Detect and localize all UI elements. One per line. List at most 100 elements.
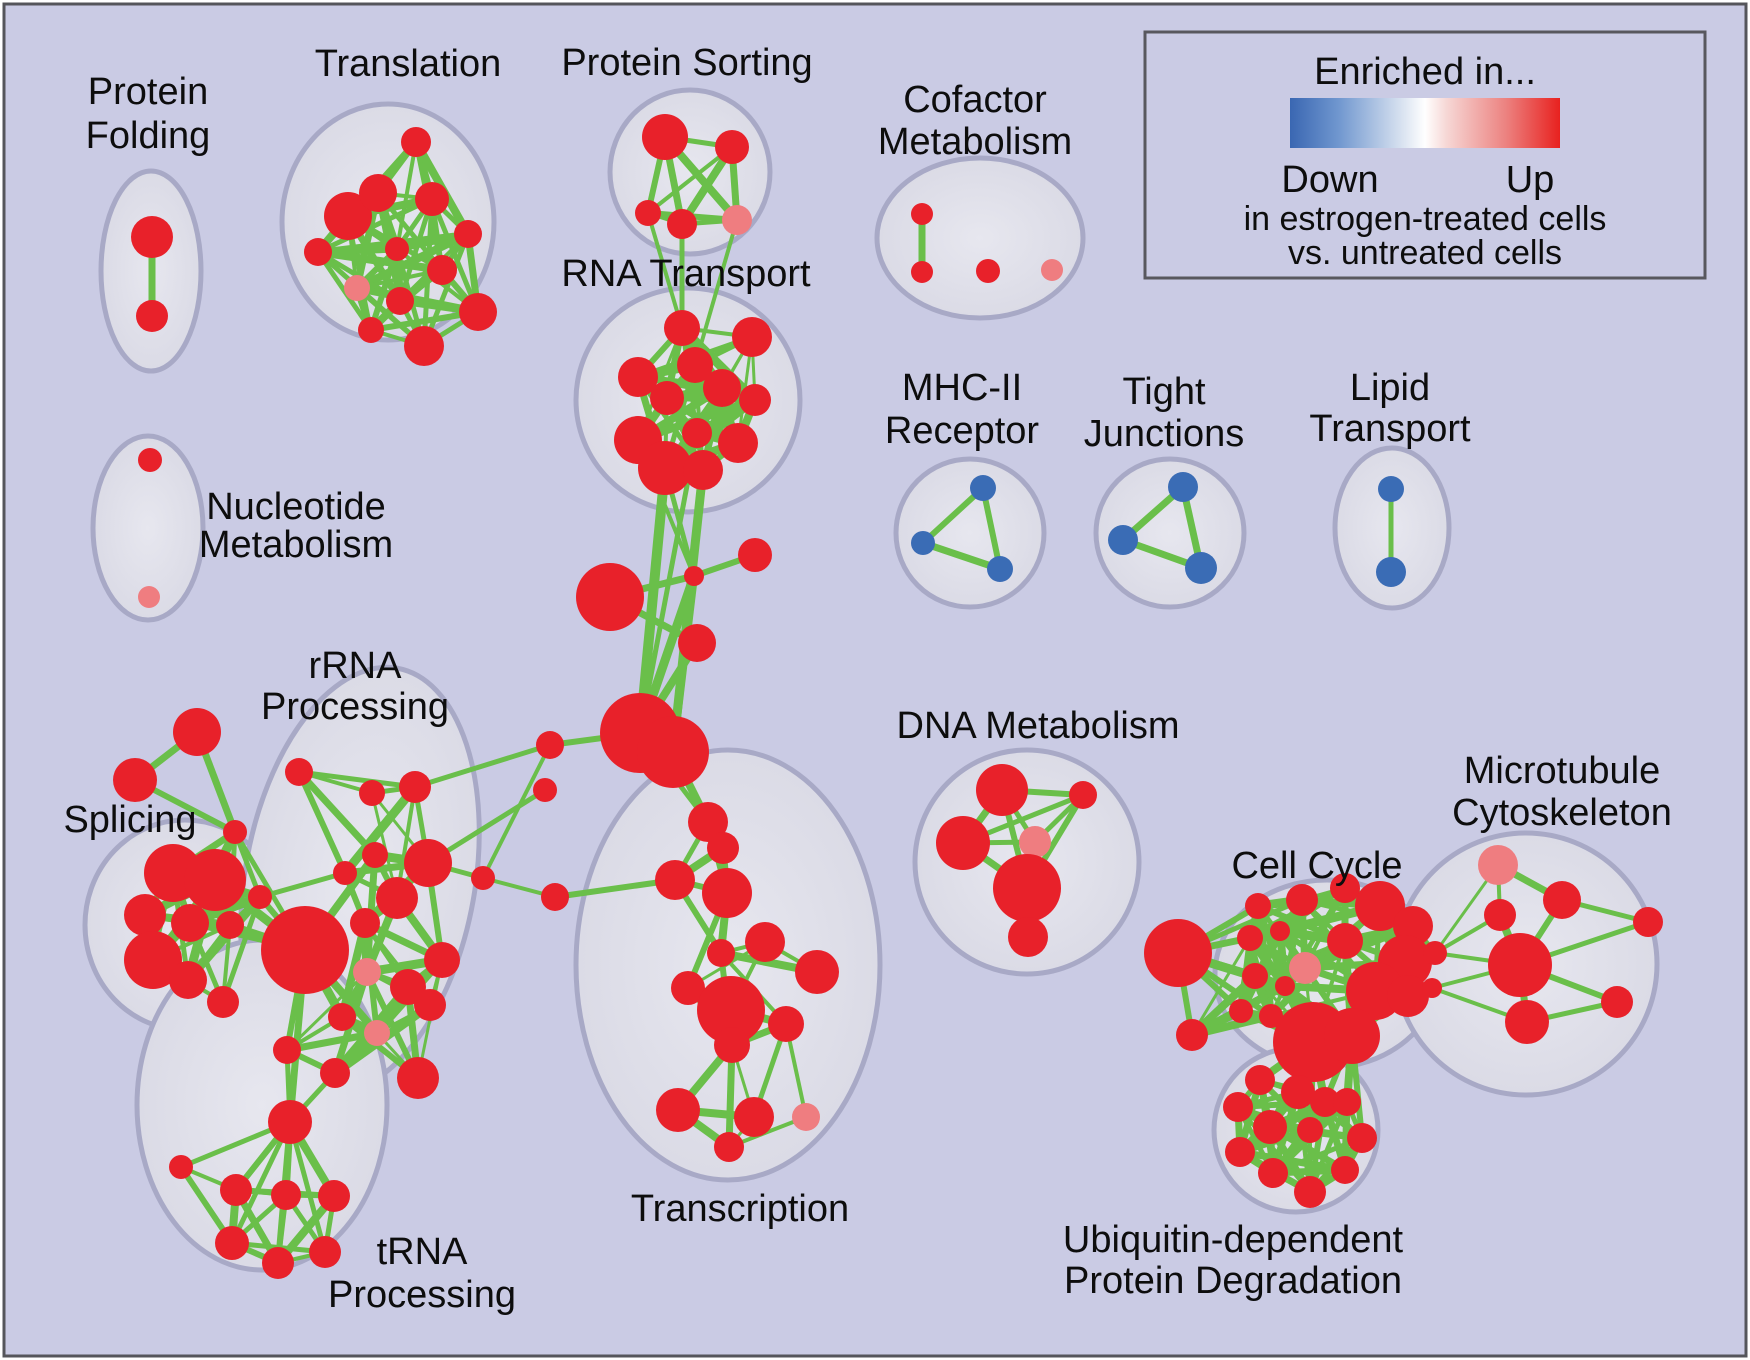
gene-set-node — [795, 950, 839, 994]
cluster-label-pf: Folding — [86, 115, 211, 157]
network-edge — [1239, 1148, 1346, 1174]
gene-set-node — [911, 531, 935, 555]
gene-set-node — [714, 1132, 744, 1162]
gene-set-node — [684, 566, 704, 586]
gene-set-node — [1286, 884, 1318, 916]
legend-gradient-bar — [1290, 98, 1560, 148]
gene-set-node — [328, 1003, 356, 1031]
gene-set-node — [1008, 917, 1048, 957]
gene-set-node — [1108, 525, 1138, 555]
legend-caption-line2: vs. untreated cells — [1288, 234, 1562, 272]
gene-set-node — [1478, 845, 1518, 885]
network-nodes — [113, 114, 1663, 1279]
legend-box — [1143, 30, 1707, 280]
gene-set-node — [401, 127, 431, 157]
gene-set-node — [1387, 975, 1429, 1017]
gene-set-node — [138, 448, 162, 472]
gene-set-node — [1310, 1087, 1340, 1117]
legend-label-down: Down — [1281, 159, 1378, 201]
network-edge — [920, 485, 986, 546]
gene-set-node — [385, 237, 409, 261]
gene-set-node — [207, 986, 239, 1018]
gene-set-node — [536, 731, 564, 759]
gene-set-node — [678, 624, 716, 662]
network-edge — [693, 219, 739, 366]
network-edge — [316, 250, 426, 348]
gene-set-node — [1422, 978, 1442, 998]
cluster-label-t: Translation — [315, 43, 502, 85]
cluster-label-sp: Splicing — [63, 799, 196, 841]
gene-set-node — [1019, 826, 1051, 858]
gene-set-node — [344, 275, 370, 301]
network-edge — [421, 233, 471, 347]
gene-set-node — [987, 556, 1013, 582]
gene-set-node — [1229, 999, 1253, 1023]
gene-set-node — [131, 216, 173, 258]
gene-set-node — [688, 802, 728, 842]
network-edge — [287, 1121, 328, 1253]
gene-set-node — [1423, 941, 1447, 965]
gene-set-node — [745, 922, 785, 962]
gene-set-node — [1225, 1137, 1255, 1167]
gene-set-node — [993, 854, 1061, 922]
network-edge — [414, 742, 551, 790]
legend-caption-line1: in estrogen-treated cells — [1244, 200, 1607, 238]
gene-set-node — [1144, 919, 1212, 987]
gene-set-node — [220, 1174, 252, 1206]
gene-set-node — [169, 961, 207, 999]
gene-set-node — [376, 877, 418, 919]
cluster-label-lt: Transport — [1309, 408, 1471, 450]
gene-set-node — [1601, 986, 1633, 1018]
cluster-label-tx: Transcription — [631, 1188, 849, 1230]
gene-set-node — [697, 976, 765, 1044]
gene-set-node — [976, 764, 1028, 816]
cluster-label-rt: RNA Transport — [561, 253, 811, 295]
gene-set-node — [718, 423, 758, 463]
gene-set-node — [970, 475, 996, 501]
gene-set-node — [273, 1036, 301, 1064]
network-edge — [635, 467, 670, 734]
gene-set-node — [739, 384, 771, 416]
gene-set-node — [353, 958, 381, 986]
cluster-label-ub: Protein Degradation — [1064, 1260, 1402, 1302]
gene-set-node — [1237, 925, 1263, 951]
gene-set-node — [1242, 963, 1268, 989]
network-edge — [668, 469, 708, 753]
gene-set-node — [1041, 259, 1063, 281]
network-edge — [1190, 937, 1252, 1036]
cluster-label-cf: Cofactor — [903, 79, 1047, 121]
gene-set-node — [936, 816, 990, 870]
gene-set-node — [1275, 976, 1295, 996]
gene-set-node — [459, 293, 497, 331]
gene-set-node — [124, 931, 182, 989]
gene-set-node — [215, 1226, 249, 1260]
gene-set-node — [656, 1088, 700, 1132]
gene-set-node — [404, 839, 452, 887]
gene-set-node — [362, 842, 388, 868]
gene-set-node — [734, 1097, 774, 1137]
gene-set-node — [304, 238, 332, 266]
network-edge — [317, 248, 443, 274]
network-edge — [286, 1029, 378, 1054]
gene-set-node — [184, 849, 246, 911]
gene-set-node — [424, 942, 460, 978]
gene-set-node — [677, 347, 713, 383]
gene-set-node — [318, 1180, 350, 1212]
gene-set-node — [262, 1247, 294, 1279]
cluster-label-tr: Processing — [328, 1274, 516, 1316]
gene-set-node — [1245, 1065, 1275, 1095]
gene-set-node — [404, 326, 444, 366]
network-edge — [296, 769, 378, 858]
gene-set-node — [171, 904, 209, 942]
gene-set-node — [324, 192, 372, 240]
gene-set-node — [173, 708, 221, 756]
gene-set-node — [671, 971, 705, 1005]
gene-set-node — [1258, 1158, 1288, 1188]
gene-set-node — [642, 114, 688, 160]
gene-set-node — [1270, 921, 1290, 941]
gene-set-node — [738, 538, 772, 572]
cluster-label-pf: Protein — [88, 71, 208, 113]
gene-set-node — [1253, 1110, 1287, 1144]
